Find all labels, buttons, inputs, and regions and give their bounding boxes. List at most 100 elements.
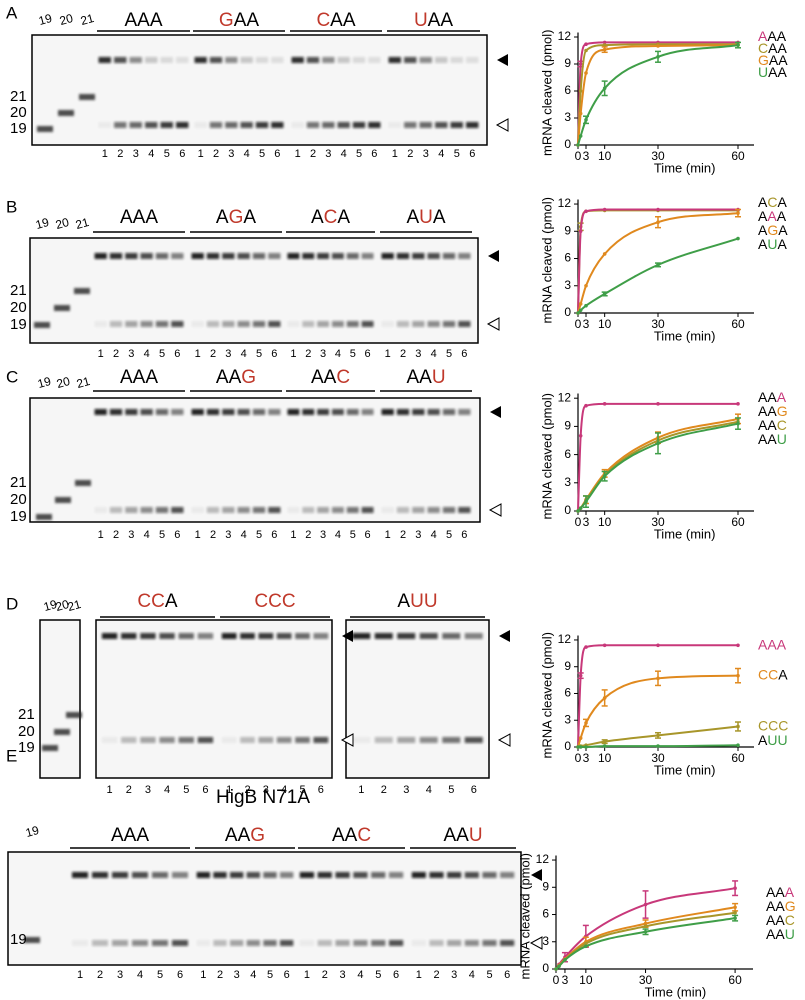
lane-number: 5 [486,969,492,981]
y-tick-label: 3 [564,110,571,124]
lane-group-label: GAA [219,10,259,31]
gel-band [381,409,394,415]
lane-number: 1 [200,969,206,981]
data-point [643,929,648,934]
lane-number: 2 [400,529,406,541]
gel-band [268,409,281,415]
lane-number: 2 [244,784,250,796]
letter: A [778,666,788,682]
x-axis-label: Time (min) [654,328,716,343]
letter: A [324,367,337,388]
gel-band [317,507,330,513]
ladder-band [42,745,58,751]
gel-band [129,122,142,128]
gel-band [287,321,300,327]
gel-band [331,253,344,259]
data-point [578,89,583,93]
gel-band [299,940,315,946]
lane-number: 2 [310,148,316,160]
gel-band [458,321,471,327]
lane-number: 2 [322,969,328,981]
legend-entry: CCA [758,666,788,682]
gel-band [353,872,368,878]
gel-band [222,321,235,327]
gel-band [500,940,515,946]
lane-number: 4 [281,784,287,796]
gel-band [352,122,366,128]
lane-number: 6 [284,969,290,981]
lane-number: 4 [431,348,437,360]
gel-band [129,57,142,63]
gel-band [464,872,479,878]
lane-number: 2 [217,969,223,981]
ladder-band [58,110,74,116]
data-point [736,724,740,729]
legend-entry: AAG [766,898,796,914]
lane-number: 5 [256,529,262,541]
ladder-lane-label: 20 [54,215,71,232]
lane-number: 6 [318,784,324,796]
gel-band [442,409,456,415]
x-axis-label: Time (min) [645,984,707,999]
data-point [602,43,607,47]
gel-band [388,122,401,128]
x-tick-label: 3 [583,317,590,331]
lane-number: 6 [271,348,277,360]
data-point [584,118,588,122]
gel-band [101,633,118,639]
letter: A [124,10,137,31]
lane-group-label: AUU [397,591,437,612]
data-point [736,673,740,678]
letter: A [133,207,146,228]
gel-band [94,321,107,327]
gel-band [271,57,284,63]
gel-band [94,507,107,513]
lane-number: 2 [407,148,413,160]
lane-number: 1 [98,529,104,541]
arrowhead-full [488,250,499,262]
gel-band [412,321,425,327]
gel-band [140,737,156,743]
lane-number: 5 [159,348,165,360]
gel-band [132,872,148,878]
gel-band [331,409,344,415]
ladder-band [34,322,50,328]
x-axis-label: Time (min) [654,160,716,175]
gel-band [450,57,463,63]
data-point [736,421,740,426]
gel-band [230,940,244,946]
lane-number: 4 [431,529,437,541]
y-tick-label: 0 [564,305,571,319]
panel-label: D [6,594,18,613]
letter: A [343,10,356,31]
gel-band [442,633,461,639]
x-tick-label: 0 [575,515,582,529]
letter: A [124,825,137,846]
data-point [656,207,660,212]
gel-band [240,737,255,743]
gel-band [374,737,393,743]
gel-band [240,633,255,639]
gel-band [109,321,123,327]
gel-band [412,409,425,415]
lane-number: 6 [179,148,185,160]
data-point [578,229,583,234]
gel-band [191,507,204,513]
letter: U [767,236,777,252]
arrowhead-full [499,630,510,642]
data-point [736,211,740,215]
lane-number: 3 [415,529,421,541]
letter: A [111,825,124,846]
letter: U [419,207,433,228]
gel-band [291,122,304,128]
data-point [656,263,660,267]
data-point [578,506,583,510]
arrowhead-full [531,869,542,881]
y-tick-label: 3 [564,278,571,292]
gel-band [464,633,483,639]
fit-curve [577,43,738,146]
letter: G [219,10,234,31]
lane-number: 6 [461,348,467,360]
lane-number: 4 [438,148,444,160]
gel-band [172,872,188,878]
